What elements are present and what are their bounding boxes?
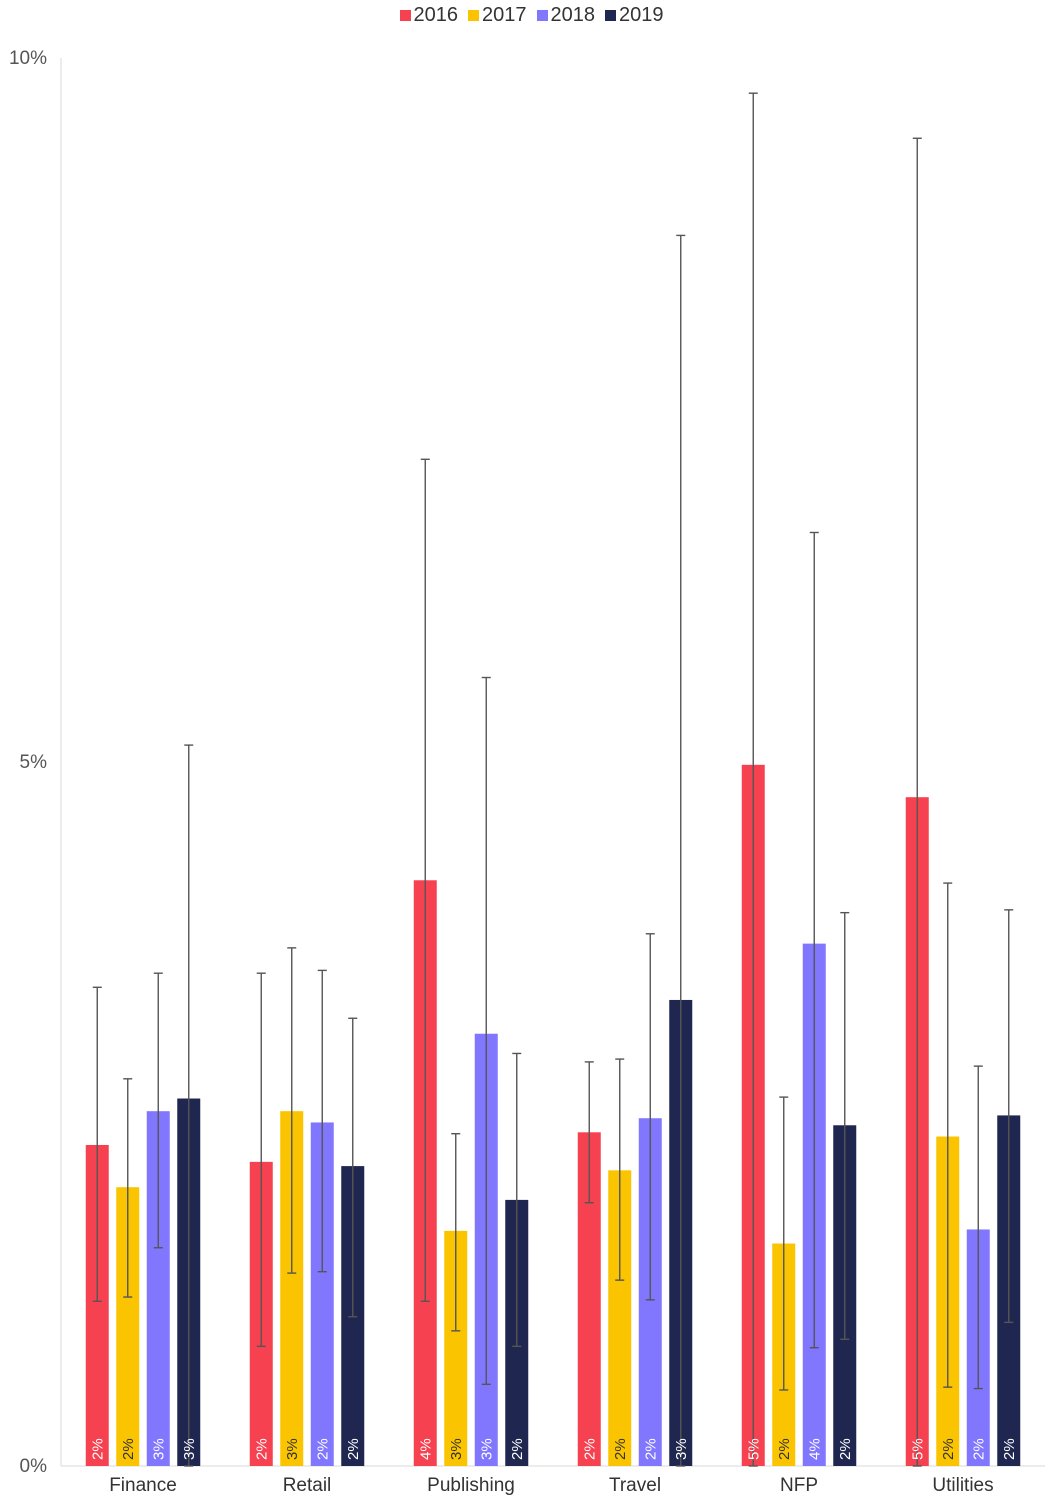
bar-value-label: 3% bbox=[181, 1438, 198, 1460]
bar-value-label: 5% bbox=[909, 1438, 926, 1460]
bar bbox=[444, 1230, 468, 1466]
legend-item: 2019 bbox=[605, 4, 664, 27]
bar-value-label: 2% bbox=[314, 1438, 331, 1460]
x-category-label: Publishing bbox=[427, 1475, 515, 1496]
bar-value-label: 2% bbox=[253, 1438, 270, 1460]
chart-legend: 2016 2017 2018 2019 bbox=[0, 4, 1063, 27]
bar-value-label: 2% bbox=[940, 1438, 957, 1460]
bar-value-label: 4% bbox=[806, 1438, 823, 1460]
bar bbox=[310, 1122, 334, 1466]
legend-swatch bbox=[605, 10, 616, 21]
legend-item: 2016 bbox=[399, 4, 459, 27]
bar-value-label: 2% bbox=[642, 1438, 659, 1460]
x-category-label: Travel bbox=[609, 1475, 661, 1496]
legend-swatch bbox=[399, 10, 411, 21]
bar-value-label: 2% bbox=[612, 1438, 629, 1460]
x-category-label: NFP bbox=[780, 1475, 818, 1496]
x-category-label: Retail bbox=[283, 1475, 332, 1496]
bar bbox=[146, 1111, 170, 1466]
x-category-label: Utilities bbox=[932, 1475, 993, 1496]
bar-value-label: 4% bbox=[417, 1438, 434, 1460]
bar-value-label: 2% bbox=[970, 1438, 987, 1460]
bar-value-label: 2% bbox=[837, 1438, 854, 1460]
bar-value-label: 3% bbox=[673, 1438, 690, 1460]
bar bbox=[85, 1144, 109, 1466]
bar bbox=[280, 1111, 304, 1466]
legend-swatch bbox=[468, 10, 479, 21]
bar-value-label: 2% bbox=[345, 1438, 362, 1460]
y-tick-label: 5% bbox=[20, 752, 48, 773]
bar-value-label: 2% bbox=[581, 1438, 598, 1460]
legend-label: 2016 bbox=[413, 4, 459, 26]
legend-swatch bbox=[536, 10, 548, 21]
bar-value-label: 3% bbox=[478, 1438, 495, 1460]
bar-value-label: 2% bbox=[89, 1438, 106, 1460]
bar-value-label: 2% bbox=[776, 1438, 793, 1460]
y-tick-label: 0% bbox=[20, 1456, 48, 1477]
bar-value-label: 5% bbox=[745, 1438, 762, 1460]
bar bbox=[608, 1170, 632, 1466]
legend-label: 2017 bbox=[482, 4, 527, 26]
legend-label: 2018 bbox=[550, 4, 596, 26]
legend-item: 2017 bbox=[468, 4, 527, 27]
bar-value-label: 2% bbox=[120, 1438, 137, 1460]
bar-value-label: 3% bbox=[448, 1438, 465, 1460]
bar bbox=[116, 1187, 140, 1466]
bar-value-label: 3% bbox=[150, 1438, 167, 1460]
y-tick-label: 10% bbox=[9, 48, 47, 69]
legend-item: 2018 bbox=[536, 4, 596, 27]
x-category-label: Finance bbox=[109, 1475, 177, 1496]
bar-value-label: 2% bbox=[509, 1438, 526, 1460]
bar-value-label: 3% bbox=[284, 1438, 301, 1460]
legend-label: 2019 bbox=[619, 4, 664, 26]
bar-value-label: 2% bbox=[1001, 1438, 1018, 1460]
bar bbox=[577, 1132, 601, 1466]
